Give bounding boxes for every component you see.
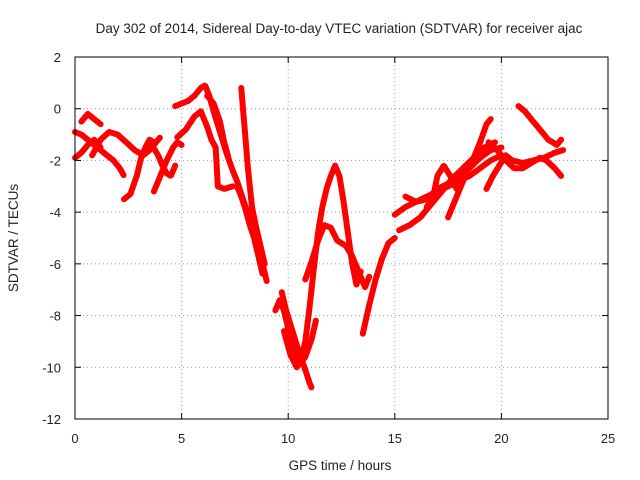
series-arc-7 <box>148 141 179 179</box>
series-core <box>235 185 264 276</box>
y-axis-label: SDTVAR / TECUs <box>6 184 21 293</box>
series-arc-3 <box>78 110 104 128</box>
series-arc-10 <box>204 92 232 161</box>
series-arc-25 <box>483 152 516 192</box>
series-core <box>361 236 396 335</box>
y-tick-label: 0 <box>54 102 61 117</box>
series-arc-23 <box>485 139 565 179</box>
y-tick-label: -10 <box>42 360 61 375</box>
series-arc-5 <box>121 136 157 203</box>
series-arc-21 <box>423 162 460 210</box>
series-arc-12 <box>234 183 266 278</box>
x-tick-label: 25 <box>601 431 615 446</box>
x-tick-label: 5 <box>178 431 185 446</box>
x-tick-label: 0 <box>71 431 78 446</box>
series-core <box>174 84 269 284</box>
series-core <box>240 86 266 266</box>
series-core <box>487 141 563 178</box>
y-tick-label: -2 <box>49 153 61 168</box>
y-tick-label: -8 <box>49 309 61 324</box>
series-arc-8 <box>172 82 270 285</box>
series-core <box>282 319 318 369</box>
series-arc-11 <box>238 85 268 267</box>
y-tick-label: -4 <box>49 205 61 220</box>
series-core <box>152 141 183 193</box>
plot-frame <box>74 56 609 420</box>
x-tick-label: 15 <box>388 431 402 446</box>
y-tick-label: 2 <box>54 50 61 65</box>
y-tick-label: -6 <box>49 257 61 272</box>
series-trace <box>172 82 270 285</box>
series-core <box>446 117 492 219</box>
series-arc-15 <box>280 317 319 371</box>
series-arc-24 <box>515 103 565 148</box>
x-tick-label: 10 <box>281 431 295 446</box>
series-core <box>425 164 458 209</box>
series-core <box>304 223 371 289</box>
series-core <box>122 138 156 201</box>
chart-title: Day 302 of 2014, Sidereal Day-to-day VTE… <box>96 21 583 36</box>
series-arc-9 <box>174 108 236 192</box>
series-arc-16 <box>302 222 373 291</box>
series-arc-6 <box>150 139 185 195</box>
x-axis-label: GPS time / hours <box>289 458 392 473</box>
series-core <box>176 110 234 191</box>
series-core <box>485 154 514 191</box>
y-tick-label: -12 <box>42 412 61 427</box>
series-arc-17 <box>359 235 398 337</box>
series-arc-22 <box>445 116 494 221</box>
data-series <box>72 82 567 391</box>
series-core <box>517 104 563 147</box>
series-core <box>206 94 230 159</box>
series-core <box>150 143 177 178</box>
x-tick-label: 20 <box>494 431 508 446</box>
series-core <box>80 112 102 126</box>
